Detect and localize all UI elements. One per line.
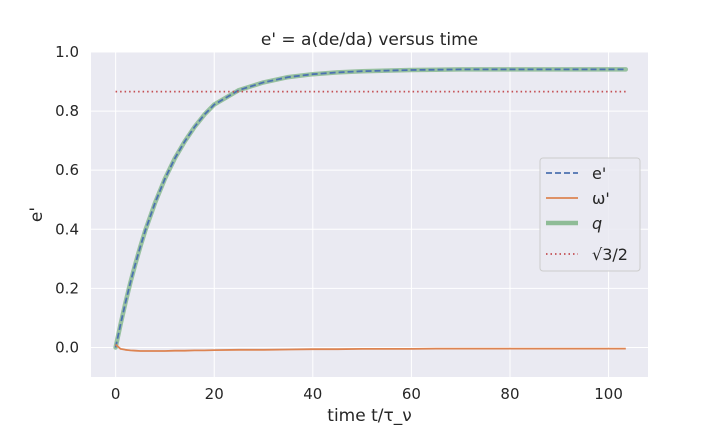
series-line-0 [114, 68, 626, 348]
legend-label-sqrt3-over-2: √3/2 [592, 245, 628, 264]
y-tick-label: 0.0 [55, 338, 79, 356]
chart-title: e' = a(de/da) versus time [261, 30, 478, 50]
x-tick-label: 100 [594, 385, 623, 403]
x-tick-label: 60 [402, 385, 421, 403]
y-tick-label: 0.4 [55, 220, 79, 238]
legend: e' ω' q √3/2 [539, 157, 641, 272]
x-tick-label: 40 [303, 385, 322, 403]
legend-label-q: q [592, 214, 602, 233]
x-tick-label: 20 [205, 385, 224, 403]
y-tick-label: 0.6 [55, 161, 79, 179]
y-axis-label: e' [27, 207, 47, 222]
x-tick-label: 80 [500, 385, 519, 403]
series-line-1 [115, 343, 626, 352]
legend-label-e-prime: e' [592, 164, 606, 183]
x-tick-label: 0 [111, 385, 121, 403]
y-tick-label: 0.8 [55, 102, 79, 120]
legend-box [539, 157, 641, 272]
y-tick-label: 0.2 [55, 279, 79, 297]
ticks: 0 20 40 60 80 100 0.0 0.2 0.4 0.6 0.8 1.0 [55, 43, 623, 403]
legend-label-omega-prime: ω' [592, 189, 610, 208]
x-axis-label: time t/τ_ν [327, 406, 411, 426]
series-layer [113, 67, 629, 352]
y-tick-label: 1.0 [55, 43, 79, 61]
